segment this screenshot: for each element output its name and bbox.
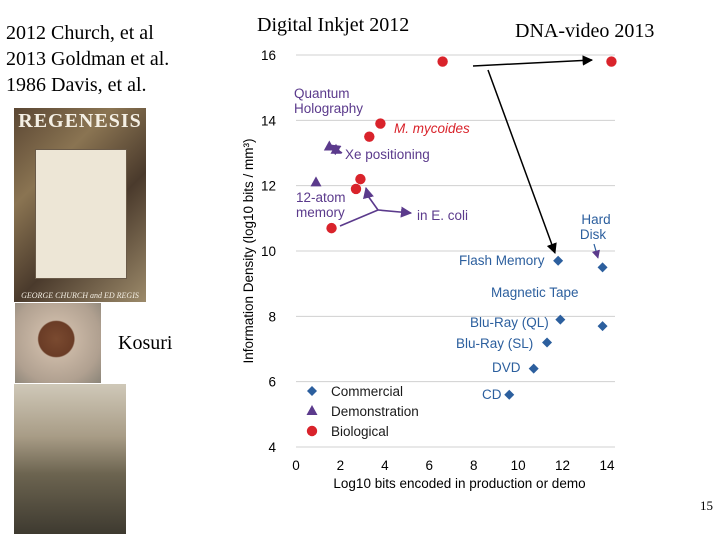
label-m-mycoides: M. mycoides	[394, 121, 470, 136]
point-biological-0	[437, 56, 448, 67]
references: 2012 Church, et al 2013 Goldman et al. 1…	[6, 20, 169, 98]
x-axis-title: Log10 bits encoded in production or demo	[333, 476, 585, 491]
y-axis-title: Information Density (log10 bits / mm³)	[241, 138, 256, 363]
y-tick-14: 14	[261, 113, 277, 128]
legend-label-commercial: Commercial	[331, 384, 403, 399]
legend-marker-biological	[306, 425, 318, 437]
point-commercial-3	[555, 314, 566, 325]
legend-label-demonstration: Demonstration	[331, 404, 419, 419]
reference-church: 2012 Church, et al	[6, 22, 154, 44]
reference-davis: 1986 Davis, et al.	[6, 74, 147, 96]
label-cd: CD	[482, 387, 502, 402]
point-biological-1	[606, 56, 617, 67]
arrow-xe	[329, 144, 343, 156]
book-author: GEORGE CHURCH and ED REGIS	[21, 291, 139, 300]
label-blu-ray-ql: Blu-Ray (QL)	[470, 315, 549, 330]
point-commercial-6	[504, 389, 515, 400]
lab-photo	[14, 384, 126, 534]
page-number: 15	[700, 498, 713, 513]
point-commercial-0	[597, 262, 608, 273]
arrow-inkjet-to-dnavideo	[472, 55, 594, 67]
book-title: REGENESIS	[18, 110, 142, 132]
y-tick-12: 12	[261, 179, 276, 194]
y-tick-6: 6	[268, 375, 276, 390]
dna-video-annotation: DNA-video 2013	[515, 20, 655, 42]
y-tick-16: 16	[261, 48, 276, 63]
label-dvd: DVD	[492, 360, 521, 375]
label-flash-memory: Flash Memory	[459, 253, 545, 268]
x-tick-8: 8	[470, 458, 478, 473]
legend-marker-demonstration	[306, 405, 318, 415]
label-magnetic-tape: Magnetic Tape	[491, 285, 579, 300]
arrow-to-flash-memory	[487, 69, 557, 254]
label-quantum-holography-2: Holography	[294, 101, 363, 116]
point-biological-6	[326, 222, 337, 234]
x-tick-2: 2	[337, 458, 345, 473]
point-biological-2	[375, 118, 386, 129]
point-commercial-1	[553, 255, 564, 266]
kosuri-label: Kosuri	[118, 332, 173, 354]
arrow-ecoli-up	[363, 186, 379, 211]
label-12-atom-memory-1: 12-atom	[296, 190, 346, 205]
point-commercial-5	[528, 363, 539, 374]
regenesis-book-cover: REGENESIS GEORGE CHURCH and ED REGIS	[14, 108, 146, 302]
y-tick-4: 4	[268, 440, 276, 455]
x-tick-10: 10	[511, 458, 526, 473]
label-blu-ray-sl: Blu-Ray (SL)	[456, 336, 533, 351]
arrow-ecoli-right	[377, 206, 413, 218]
point-demonstration-2	[310, 176, 322, 187]
y-tick-10: 10	[261, 244, 276, 259]
x-tick-6: 6	[426, 458, 434, 473]
legend-marker-commercial	[307, 386, 317, 396]
reference-goldman: 2013 Goldman et al.	[6, 48, 170, 70]
x-tick-0: 0	[292, 458, 300, 473]
label-hard-disk-1: Hard	[581, 212, 610, 227]
point-biological-3	[364, 131, 375, 142]
label-quantum-holography-1: Quantum	[294, 86, 350, 101]
label-e-coli: in E. coli	[417, 208, 468, 223]
arrow-hard-disk	[591, 243, 600, 259]
digital-inkjet-annotation: Digital Inkjet 2012	[257, 14, 410, 36]
point-commercial-2	[597, 321, 608, 332]
x-tick-14: 14	[599, 458, 615, 473]
x-tick-12: 12	[555, 458, 570, 473]
point-biological-5	[350, 183, 362, 195]
label-12-atom-memory-2: memory	[296, 205, 345, 220]
label-xe-positioning: Xe positioning	[345, 147, 430, 162]
point-biological-4	[355, 173, 366, 185]
label-hard-disk-2: Disk	[580, 227, 606, 242]
arrow-ecoli-tail	[339, 209, 379, 227]
y-tick-8: 8	[268, 309, 276, 324]
legend-label-biological: Biological	[331, 424, 389, 439]
x-tick-4: 4	[381, 458, 389, 473]
kosuri-photo	[15, 303, 101, 383]
book-cover-panel	[36, 150, 126, 278]
point-commercial-4	[542, 337, 553, 348]
